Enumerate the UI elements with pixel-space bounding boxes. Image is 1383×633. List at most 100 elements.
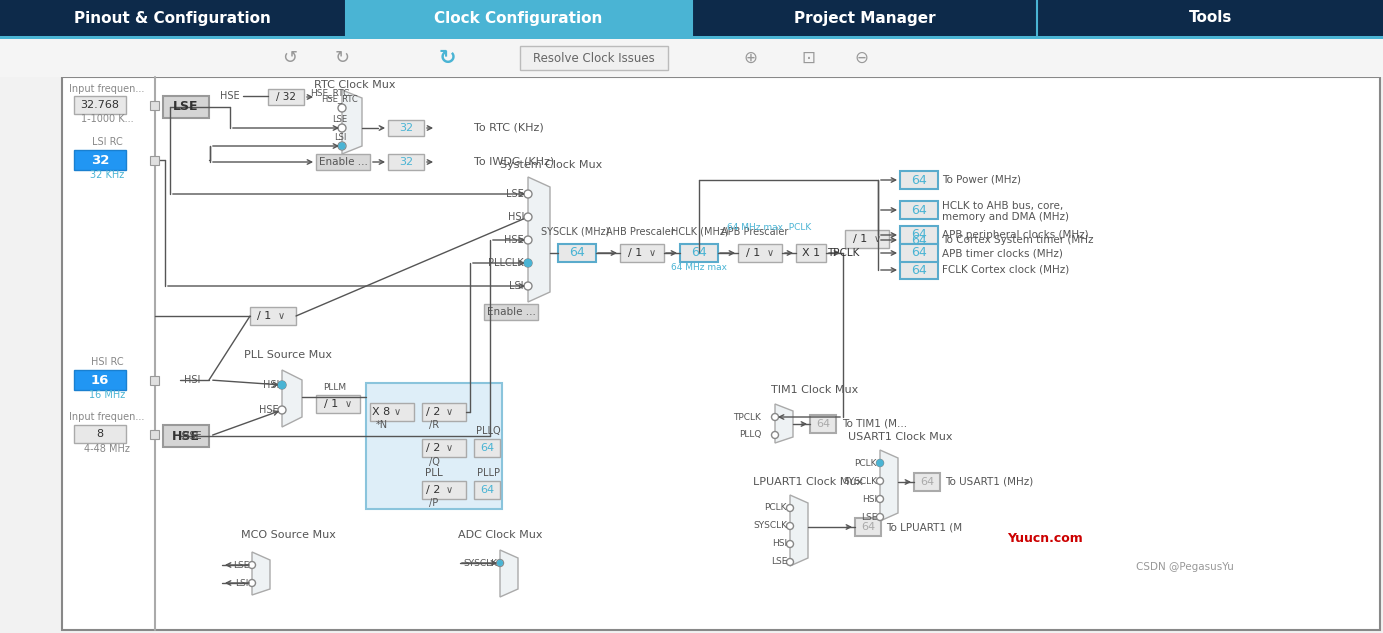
- Text: ∨: ∨: [766, 248, 773, 258]
- Text: PLLQ: PLLQ: [476, 426, 501, 436]
- Text: Tools: Tools: [1188, 11, 1232, 25]
- Text: ∨: ∨: [393, 407, 401, 417]
- Text: / 2: / 2: [426, 407, 440, 417]
- Text: 32: 32: [398, 123, 414, 133]
- Bar: [900, 226, 938, 244]
- Text: 64: 64: [920, 477, 934, 487]
- Text: 64 MHz max: 64 MHz max: [671, 263, 727, 272]
- Bar: [163, 425, 209, 447]
- Polygon shape: [528, 177, 550, 302]
- Text: memory and DMA (MHz): memory and DMA (MHz): [942, 212, 1069, 222]
- Text: Resolve Clock Issues: Resolve Clock Issues: [532, 51, 656, 65]
- Text: APB peripheral clocks (MHz): APB peripheral clocks (MHz): [942, 230, 1088, 240]
- Text: LPUART1 Clock Mux: LPUART1 Clock Mux: [752, 477, 863, 487]
- Text: HSI: HSI: [184, 375, 201, 385]
- Bar: [149, 101, 159, 110]
- Text: To Power (MHz): To Power (MHz): [942, 175, 1021, 185]
- Bar: [315, 154, 371, 170]
- Circle shape: [524, 282, 532, 290]
- Bar: [474, 481, 501, 499]
- Bar: [557, 244, 596, 262]
- Text: / 1: / 1: [324, 399, 337, 409]
- Text: 64: 64: [480, 443, 494, 453]
- Text: HSI RC: HSI RC: [91, 357, 123, 367]
- Circle shape: [877, 477, 884, 484]
- Bar: [366, 383, 502, 509]
- Text: System Clock Mux: System Clock Mux: [499, 160, 602, 170]
- Text: 64: 64: [692, 246, 707, 260]
- Text: 64: 64: [911, 203, 927, 216]
- Circle shape: [772, 432, 779, 439]
- Bar: [315, 395, 360, 413]
- Text: X 1: X 1: [802, 248, 820, 258]
- Text: LSI: LSI: [235, 579, 249, 587]
- Text: 64: 64: [570, 246, 585, 260]
- Text: 32 KHz: 32 KHz: [90, 170, 124, 180]
- Text: SYSCLK: SYSCLK: [752, 522, 787, 530]
- Text: To LPUART1 (M: To LPUART1 (M: [887, 522, 963, 532]
- Circle shape: [877, 513, 884, 520]
- Text: ∨: ∨: [278, 311, 285, 321]
- Text: LSE: LSE: [506, 189, 524, 199]
- Text: MCO Source Mux: MCO Source Mux: [241, 530, 336, 540]
- Bar: [855, 518, 881, 536]
- Text: ∨: ∨: [445, 407, 452, 417]
- Text: 64: 64: [911, 234, 927, 246]
- Text: ⊕: ⊕: [743, 49, 757, 67]
- Text: PLLM: PLLM: [324, 382, 347, 391]
- Text: CSDN @PegasusYu: CSDN @PegasusYu: [1135, 562, 1234, 572]
- Polygon shape: [790, 495, 808, 566]
- Circle shape: [772, 413, 779, 420]
- Text: HCLK to AHB bus, core,: HCLK to AHB bus, core,: [942, 201, 1064, 211]
- Polygon shape: [252, 552, 270, 595]
- Circle shape: [337, 104, 346, 112]
- Text: AHB Prescaler: AHB Prescaler: [606, 227, 675, 237]
- Text: PLLCLK: PLLCLK: [488, 258, 524, 268]
- Bar: [520, 46, 668, 70]
- Text: HCLK (MHz): HCLK (MHz): [671, 227, 729, 237]
- Text: HSE: HSE: [183, 431, 202, 441]
- Text: HSE_RTC: HSE_RTC: [322, 94, 358, 104]
- Circle shape: [787, 541, 794, 548]
- Text: / 1: / 1: [628, 248, 642, 258]
- Bar: [739, 244, 781, 262]
- Bar: [474, 439, 501, 457]
- Text: To RTC (KHz): To RTC (KHz): [474, 123, 544, 133]
- Text: LSI RC: LSI RC: [91, 137, 122, 147]
- Bar: [620, 244, 664, 262]
- Text: ∨: ∨: [649, 248, 656, 258]
- Bar: [389, 120, 425, 136]
- Bar: [346, 0, 692, 36]
- Bar: [149, 156, 159, 165]
- Polygon shape: [342, 90, 362, 154]
- Text: USART1 Clock Mux: USART1 Clock Mux: [848, 432, 953, 442]
- Text: HSE: HSE: [220, 91, 239, 101]
- Text: 32.768: 32.768: [80, 100, 119, 110]
- Text: 64: 64: [480, 485, 494, 495]
- Circle shape: [877, 460, 884, 467]
- Text: 1-1000 K...: 1-1000 K...: [80, 114, 133, 124]
- Text: / 32: / 32: [277, 92, 296, 102]
- Text: ADC Clock Mux: ADC Clock Mux: [458, 530, 542, 540]
- Circle shape: [278, 406, 286, 414]
- Circle shape: [787, 505, 794, 511]
- Text: 8: 8: [97, 429, 104, 439]
- Circle shape: [877, 496, 884, 503]
- Bar: [810, 415, 835, 433]
- Text: Input frequen...: Input frequen...: [69, 84, 145, 94]
- Circle shape: [339, 143, 344, 149]
- Text: HSI: HSI: [772, 539, 787, 549]
- Text: To USART1 (MHz): To USART1 (MHz): [945, 477, 1033, 487]
- Text: LSE: LSE: [232, 560, 249, 570]
- Text: FCLK Cortex clock (MHz): FCLK Cortex clock (MHz): [942, 265, 1069, 275]
- Text: ∨: ∨: [874, 234, 881, 244]
- Polygon shape: [501, 550, 519, 597]
- Circle shape: [498, 560, 502, 565]
- Bar: [914, 473, 940, 491]
- Text: 16: 16: [91, 373, 109, 387]
- Text: Clock Configuration: Clock Configuration: [434, 11, 603, 25]
- Text: To IWDG (KHz): To IWDG (KHz): [474, 157, 555, 167]
- Text: PLLQ: PLLQ: [739, 430, 761, 439]
- Circle shape: [524, 213, 532, 221]
- Text: ∨: ∨: [344, 399, 351, 409]
